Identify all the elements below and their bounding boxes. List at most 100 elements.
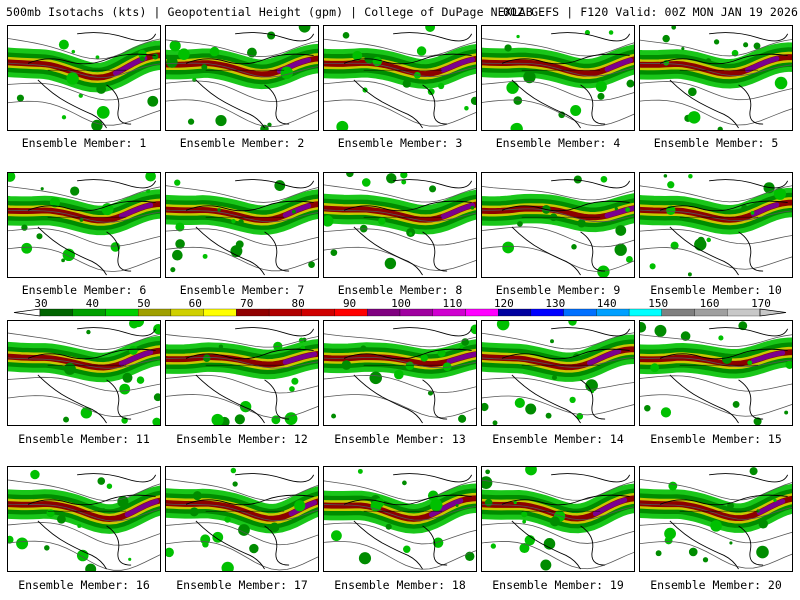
jet-stream-shading [8,39,160,130]
header-run-info: 00Z GEFS | F120 Valid: 00Z MON JAN 19 20… [503,5,798,19]
ensemble-member-map [639,172,793,278]
colorbar-tick-label: 140 [596,297,617,310]
ensemble-member-label: Ensemble Member: 17 [176,578,308,592]
coastlines [501,32,631,129]
colorbar-segment [465,308,499,317]
colorbar-segment [334,308,368,317]
colorbar-segment [367,308,401,317]
colorbar-right-arrow [759,308,787,317]
ensemble-member-map [165,172,319,278]
ensemble-member-map [481,25,635,131]
ensemble-member-label: Ensemble Member: 15 [650,432,782,446]
coastlines [659,32,789,129]
colorbar-tick-label: 50 [137,297,151,310]
colorbar-segment [727,308,761,317]
colorbar-tick-label: 130 [545,297,566,310]
ensemble-member-map [639,320,793,426]
height-contours [324,333,476,418]
ensemble-member-map [323,320,477,426]
map-graphic [640,321,792,425]
jet-stream-shading [640,26,792,130]
colorbar-segment [661,308,695,317]
map-graphic [482,175,634,277]
colorbar-tick-label: 100 [391,297,411,310]
colorbar-tick-label: 30 [34,297,48,310]
map-graphic [166,467,318,571]
ensemble-member-label: Ensemble Member: 2 [179,136,305,150]
height-contours [166,39,318,128]
ensemble-member-label: Ensemble Member: 12 [176,432,308,446]
colorbar-segment [498,308,532,317]
coastlines [27,327,157,424]
coastlines [27,32,157,129]
map-graphic [482,30,634,130]
map-graphic [8,469,160,571]
colorbar-tick-label: 70 [240,297,254,310]
colorbar-segment [236,308,270,317]
colorbar-segment [138,308,172,317]
height-contours [166,185,318,272]
map-graphic [8,173,160,276]
ensemble-member-map [7,320,161,426]
colorbar-segment [203,308,237,317]
map-graphic [640,173,792,277]
coastlines [659,327,789,424]
chart-header: 500mb Isotachs (kts) | Geopotential Heig… [6,5,798,19]
colorbar-segment [268,308,302,317]
ensemble-member-map [7,25,161,131]
ensemble-member-label: Ensemble Member: 7 [179,283,305,297]
jet-stream-shading [640,321,792,425]
colorbar-segment [399,308,433,317]
map-graphic [166,327,318,425]
ensemble-member-label: Ensemble Member: 4 [495,136,621,150]
height-contours [640,185,792,270]
colorbar-tick-label: 110 [442,297,463,310]
coastlines [185,179,315,276]
map-graphic [8,32,160,130]
colorbar-segment [530,308,564,317]
height-contours [640,478,792,569]
height-contours [482,479,634,570]
colorbar-segment [301,308,335,317]
wind-speed-colorbar [13,308,787,317]
ensemble-member-label: Ensemble Member: 14 [492,432,624,446]
map-graphic [324,324,476,424]
colorbar-segment [628,308,662,317]
ensemble-member-label: Ensemble Member: 19 [492,578,624,592]
colorbar-tick-label: 90 [342,297,357,310]
jet-stream-shading [166,26,318,130]
coastlines [27,473,157,570]
ensemble-member-label: Ensemble Member: 18 [334,578,466,592]
ensemble-member-map [165,466,319,572]
ensemble-member-map [481,320,635,426]
ensemble-member-label: Ensemble Member: 9 [495,283,621,297]
coastlines [343,327,473,424]
map-graphic [482,321,634,425]
jet-stream-shading [8,469,160,571]
coastlines [343,473,473,570]
map-graphic [482,467,634,571]
colorbar-segment [432,308,466,317]
colorbar-segment [72,308,106,317]
coastlines [343,179,473,276]
ensemble-member-map [639,25,793,131]
coastlines [185,473,315,570]
ensemble-member-label: Ensemble Member: 3 [337,136,463,150]
map-graphic [324,173,476,276]
map-graphic [640,467,792,570]
height-contours [324,38,476,127]
colorbar-segment [39,308,73,317]
ensemble-member-map [323,172,477,278]
colorbar-segment [694,308,728,317]
colorbar-tick-label: 120 [493,297,514,310]
height-contours [640,39,792,126]
ensemble-member-map [639,466,793,572]
coastlines [659,179,789,276]
height-contours [482,38,634,127]
coastlines [659,473,789,570]
colorbar-segment [170,308,204,317]
height-contours [324,480,476,570]
jet-stream-shading [8,173,160,263]
jet-stream-shading [166,337,318,425]
header-title: 500mb Isotachs (kts) | Geopotential Heig… [6,5,533,19]
